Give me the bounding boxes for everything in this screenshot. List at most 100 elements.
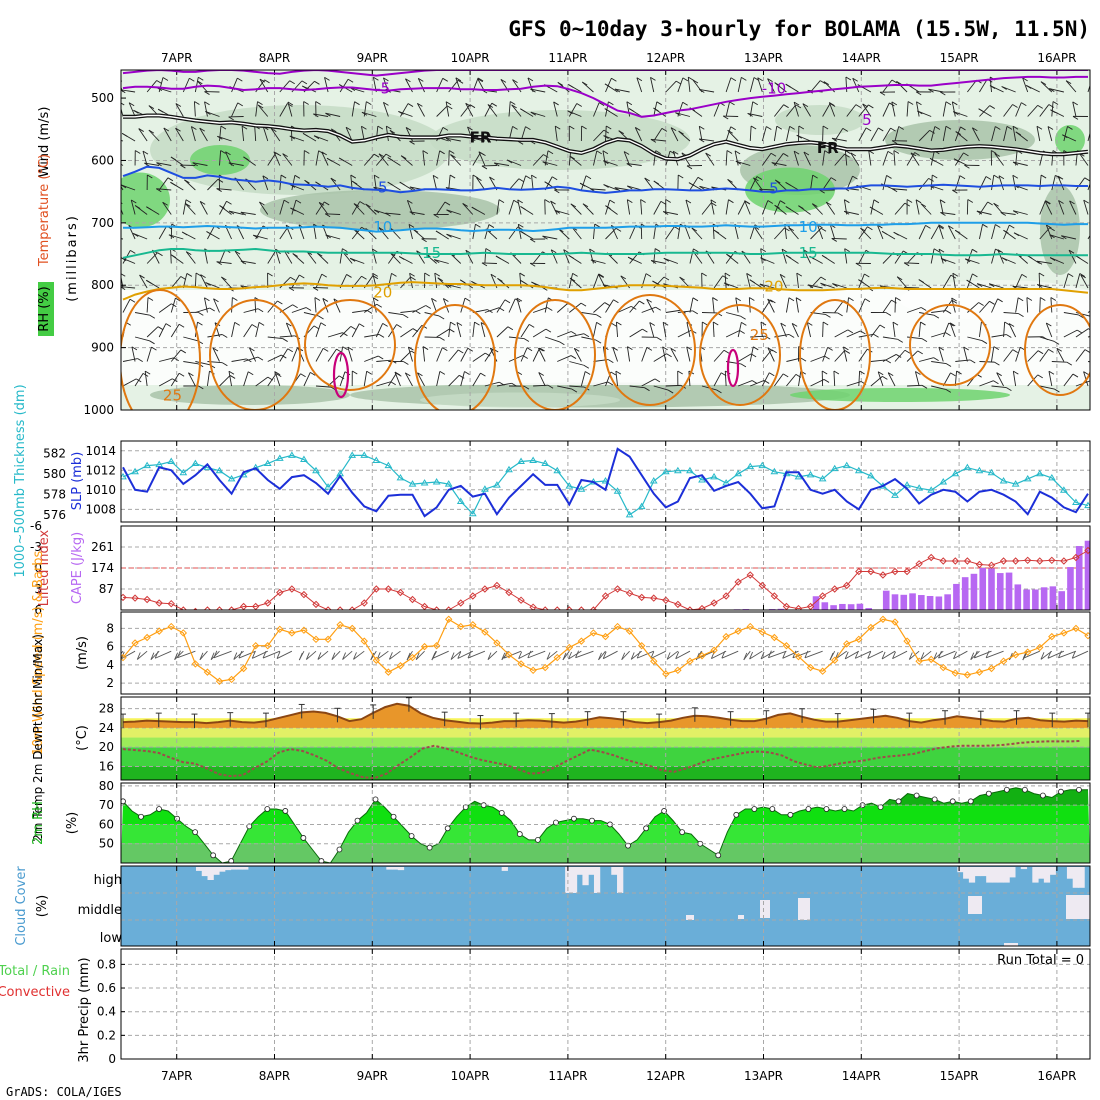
cape-bar	[1040, 587, 1048, 610]
thickness-point	[300, 455, 308, 462]
date-label-top: 14APR	[842, 51, 881, 65]
wind-speed-point	[601, 632, 610, 641]
date-label-bottom: 16APR	[1037, 1069, 1076, 1083]
wind-speed-point	[975, 668, 984, 676]
rh-point	[138, 813, 144, 820]
date-label-top: 8APR	[259, 51, 290, 65]
rh-2m-panel: 50 60 70 80 2m RH (%)	[31, 779, 1091, 864]
cape-bar	[812, 596, 820, 610]
thickness-point	[987, 468, 996, 476]
lifted-index-point	[276, 588, 284, 597]
rh-point	[210, 852, 217, 859]
rh-point	[625, 842, 631, 849]
lifted-index-point	[481, 585, 489, 593]
thickness-point	[312, 466, 320, 474]
thickness-point	[456, 497, 465, 504]
thickness-point	[493, 481, 501, 488]
rh-point	[264, 806, 271, 812]
wind-tick: 8	[106, 621, 114, 635]
ylabel-temp2m-units: (°C)	[75, 725, 90, 751]
lifted-index-point	[469, 592, 477, 600]
thickness-point	[360, 451, 369, 458]
lifted-index-point	[227, 606, 236, 610]
thickness-point	[842, 461, 851, 469]
lifted-index-point	[746, 571, 754, 579]
wind-speed-point	[179, 629, 188, 637]
isotherm-label: -5	[375, 80, 390, 98]
cape-bar	[1067, 567, 1074, 610]
rh-point	[643, 825, 649, 832]
lifted-index-point	[855, 567, 863, 576]
lifted-index-point	[879, 571, 887, 579]
wind-speed-point	[843, 640, 851, 648]
thickness-point	[661, 467, 670, 475]
thickness-point	[517, 457, 525, 465]
temp-fill	[123, 703, 1088, 728]
lifted-index-point	[203, 606, 212, 610]
thickness-point	[444, 480, 453, 487]
high-cloud-gap	[1049, 867, 1056, 875]
isotherm-25-cell	[909, 304, 991, 386]
lifted-index-point	[396, 588, 405, 597]
wind-speed-point	[915, 657, 923, 665]
isotherm--5	[122, 75, 1088, 118]
slp-thickness-series	[121, 447, 1090, 518]
thickness-tick: 582	[43, 446, 66, 460]
cape-bar	[1032, 589, 1039, 610]
date-label-top: 13APR	[744, 51, 783, 65]
wind-speed-point	[903, 637, 911, 645]
lifted-tick: -6	[30, 519, 42, 533]
pressure-tick: 1000	[83, 403, 114, 417]
high-cloud-gap	[617, 867, 624, 893]
cape-tick: 261	[91, 540, 114, 554]
date-label-bottom: 15APR	[940, 1069, 979, 1083]
thickness-point	[734, 469, 743, 477]
wind-speed-point	[251, 642, 260, 650]
isotherm-25-cell	[604, 294, 696, 406]
lifted-index-point	[601, 592, 610, 600]
isotherm-10	[123, 221, 1088, 233]
rh-point	[426, 844, 433, 851]
cape-tick: 174	[91, 561, 114, 575]
wind-speed-point	[203, 668, 212, 676]
high-cloud-gap	[1072, 867, 1079, 888]
high-cloud-gap	[611, 867, 618, 875]
cape-bar	[1023, 589, 1030, 610]
thickness-point	[649, 477, 658, 484]
thickness-point	[1011, 480, 1020, 487]
wind-speed-point	[650, 657, 658, 665]
lifted-tick: 0	[34, 561, 42, 575]
wind-speed-point	[1036, 643, 1044, 652]
date-label-top: 16APR	[1037, 51, 1076, 65]
rh-point	[390, 813, 397, 820]
cape-bar	[926, 596, 934, 610]
ylabel-rh2m: 2m RH	[31, 801, 46, 845]
thickness-point	[686, 466, 694, 474]
pressure-tick: 500	[91, 91, 114, 105]
ylabel-precip-convective: Convective	[0, 985, 70, 1000]
rh-point	[805, 806, 812, 812]
lifted-index-point	[613, 585, 622, 593]
date-label-top: 10APR	[451, 51, 490, 65]
cape-bar	[891, 594, 899, 610]
high-cloud-gap	[392, 867, 399, 870]
lifted-index-point	[1084, 546, 1090, 555]
lifted-index-point	[999, 557, 1008, 565]
lifted-index-point	[650, 594, 658, 602]
lifted-index-point	[179, 606, 188, 610]
wind-speed-point	[806, 663, 815, 672]
isotherm-25-cell	[514, 299, 596, 410]
thickness-point	[287, 451, 296, 458]
wind-speed-point	[698, 652, 706, 660]
rh-point	[571, 815, 577, 822]
run-total: Run Total = 0	[997, 953, 1084, 968]
ylabel-cloud-units: (%)	[35, 895, 50, 918]
cloud-level-label: high	[94, 873, 122, 888]
cloud-level-label: low	[100, 931, 123, 946]
cloud-cover-panel: high middle low Cloud Cover (%)	[14, 865, 1091, 947]
lifted-index-point	[915, 560, 923, 568]
wind-speed-point	[396, 662, 405, 670]
ylabel-cloud: Cloud Cover	[14, 866, 29, 946]
middle-cloud-gap	[798, 898, 810, 920]
wind-speed-point	[143, 633, 151, 642]
